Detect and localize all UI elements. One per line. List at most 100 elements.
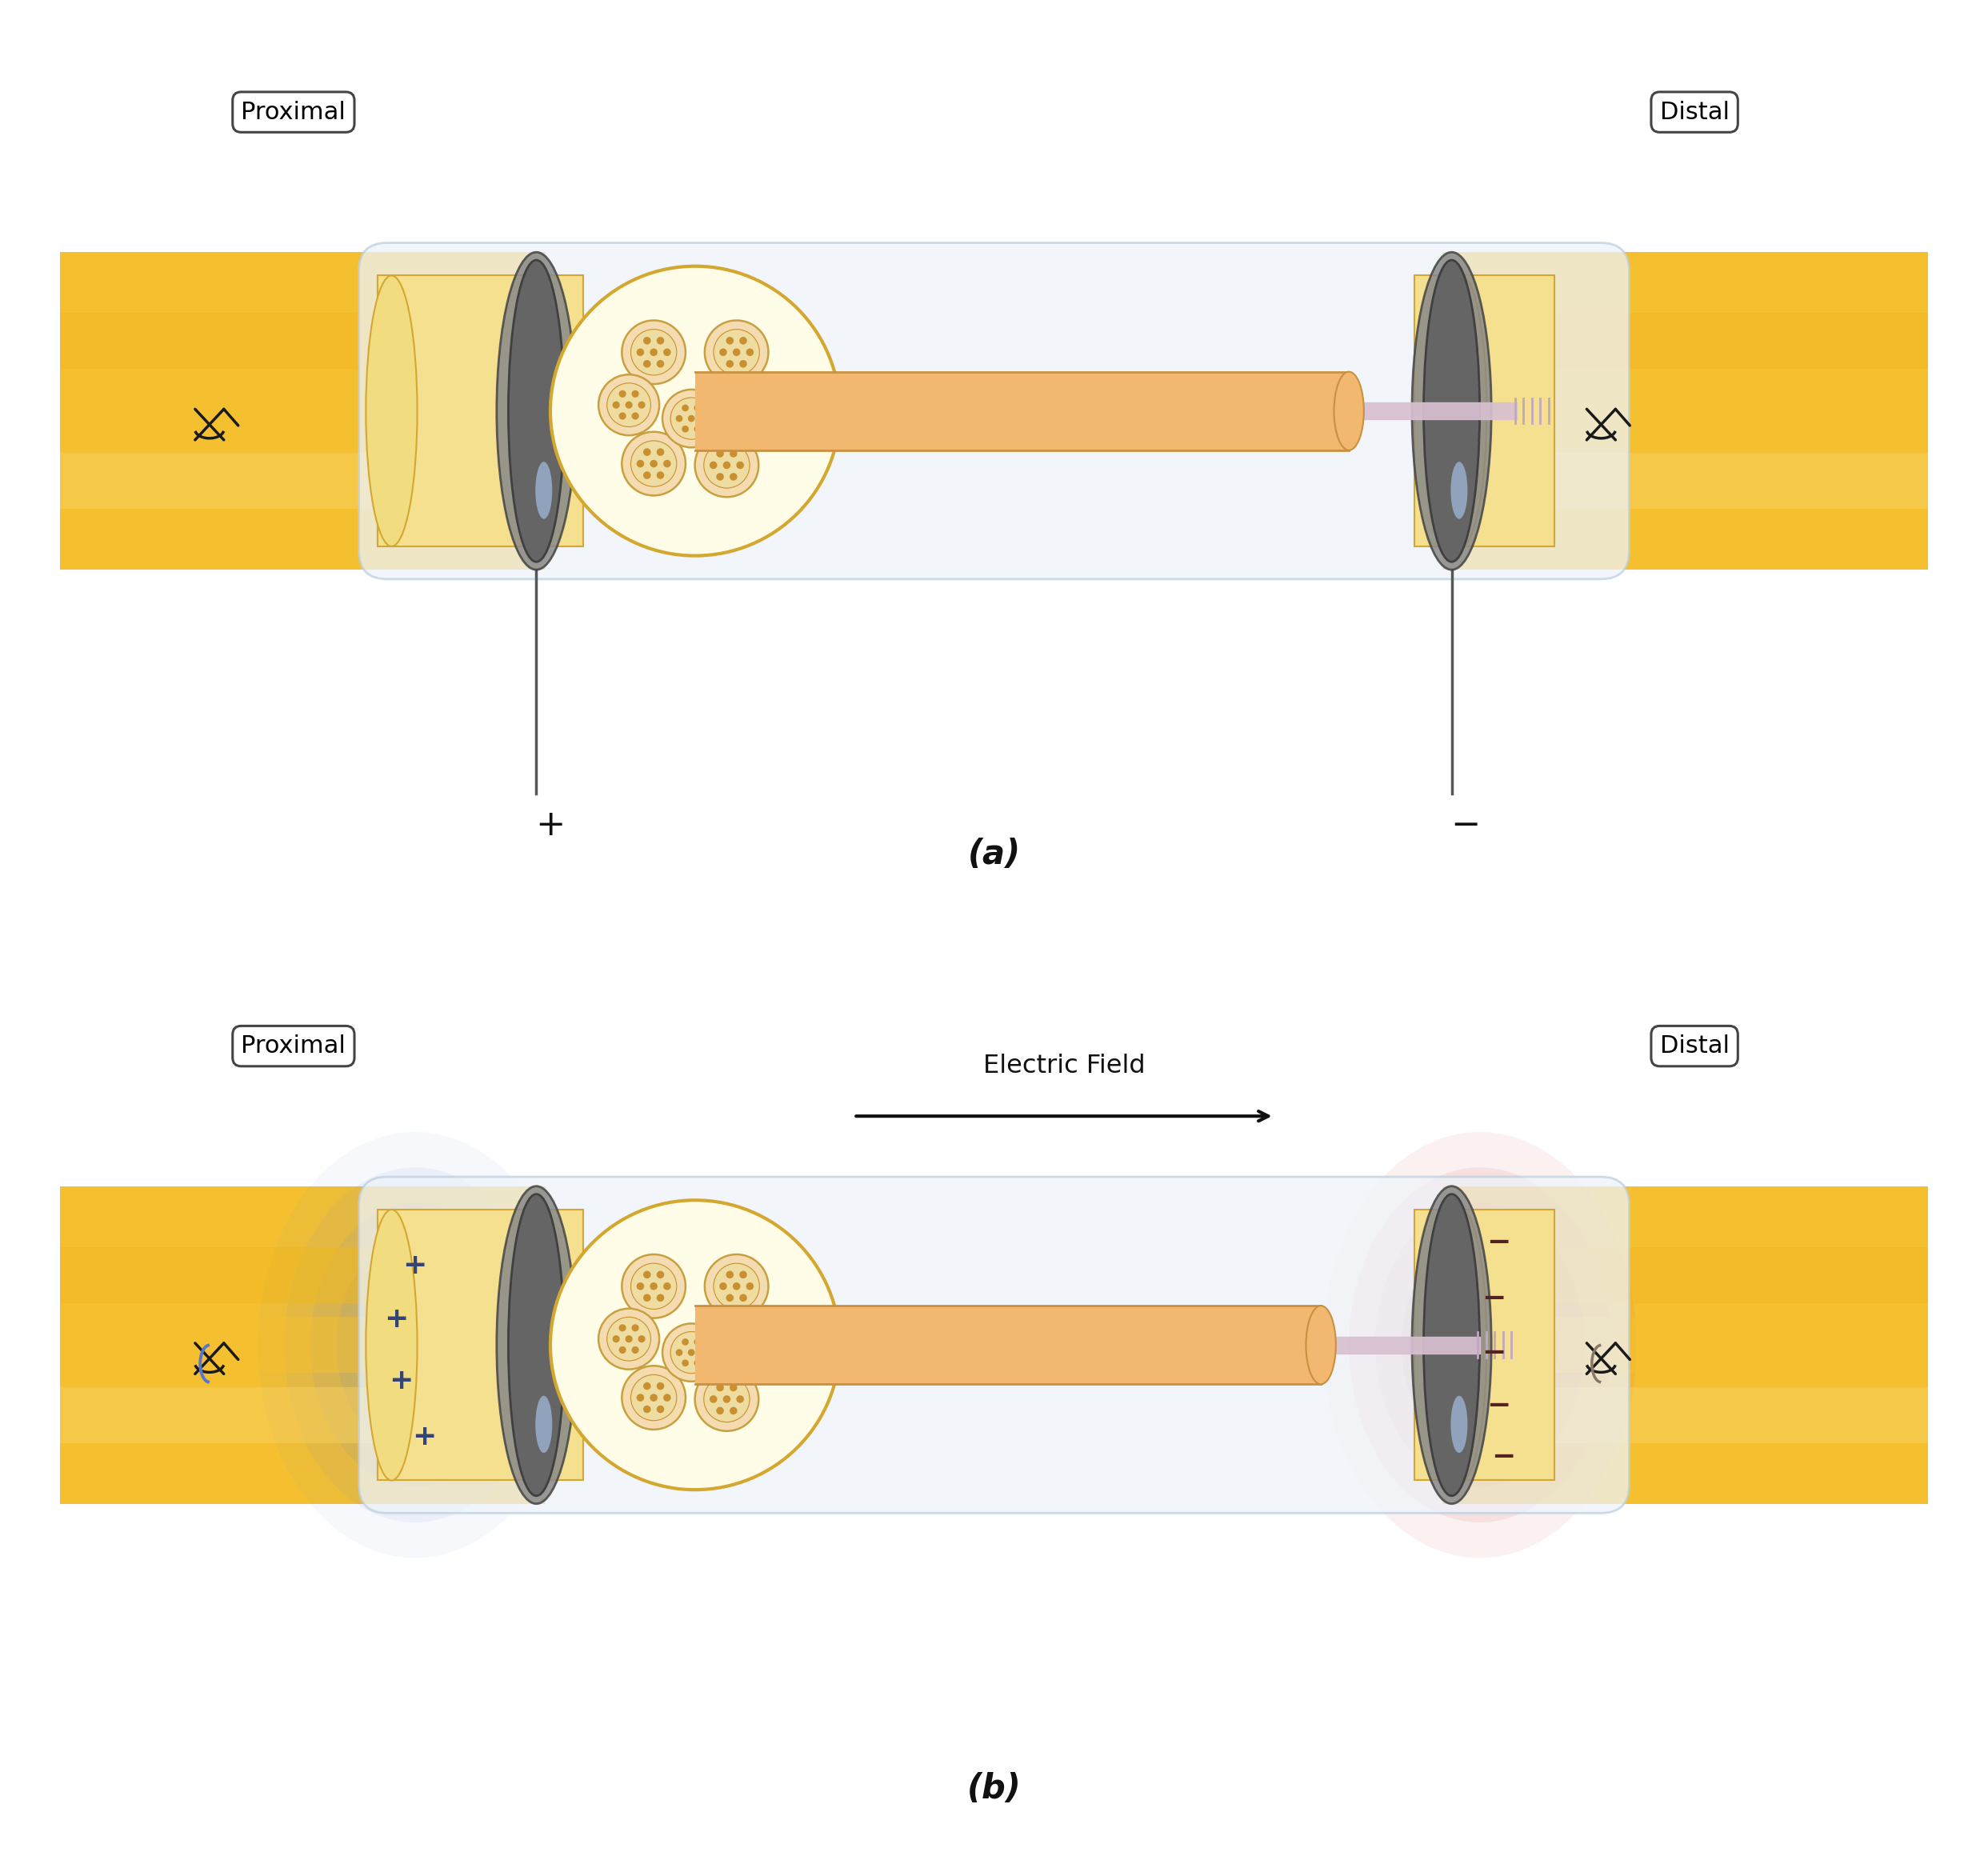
- Circle shape: [716, 473, 724, 480]
- Bar: [378, 276, 582, 547]
- Ellipse shape: [509, 1194, 565, 1496]
- Circle shape: [622, 321, 686, 385]
- Circle shape: [656, 471, 664, 478]
- Circle shape: [656, 1405, 664, 1412]
- Text: +: +: [535, 807, 565, 842]
- Circle shape: [656, 336, 664, 344]
- Circle shape: [749, 402, 757, 409]
- Circle shape: [644, 1295, 650, 1302]
- Bar: [1443, 1386, 1928, 1442]
- Circle shape: [662, 1324, 720, 1382]
- Ellipse shape: [336, 1238, 493, 1451]
- Circle shape: [622, 1255, 686, 1319]
- Text: −: −: [1481, 1285, 1505, 1311]
- Circle shape: [726, 336, 734, 344]
- Circle shape: [632, 1324, 638, 1332]
- Circle shape: [730, 1407, 738, 1414]
- Ellipse shape: [1402, 1238, 1559, 1451]
- Text: Electric Field: Electric Field: [982, 1054, 1145, 1080]
- Circle shape: [740, 1270, 747, 1278]
- Bar: [1443, 1317, 1928, 1373]
- Circle shape: [644, 1382, 650, 1390]
- Circle shape: [664, 460, 670, 467]
- Text: +: +: [384, 1306, 408, 1332]
- Ellipse shape: [1451, 461, 1467, 519]
- Bar: [60, 1186, 545, 1504]
- Circle shape: [763, 1336, 769, 1343]
- Circle shape: [618, 1324, 626, 1332]
- Ellipse shape: [390, 1309, 441, 1380]
- Circle shape: [734, 385, 775, 426]
- Ellipse shape: [1423, 1194, 1479, 1496]
- Bar: [1443, 454, 1928, 508]
- Circle shape: [720, 349, 728, 357]
- Circle shape: [630, 1263, 676, 1309]
- Ellipse shape: [258, 1132, 573, 1558]
- Circle shape: [638, 402, 646, 409]
- Circle shape: [612, 402, 620, 409]
- Text: Proximal: Proximal: [241, 1035, 346, 1057]
- Circle shape: [650, 460, 658, 467]
- Circle shape: [746, 349, 753, 357]
- Circle shape: [694, 426, 702, 433]
- Circle shape: [757, 413, 763, 418]
- Circle shape: [704, 321, 769, 385]
- Text: −: −: [1487, 1229, 1511, 1255]
- Circle shape: [670, 1332, 712, 1373]
- Circle shape: [682, 1360, 688, 1367]
- Bar: [60, 454, 545, 508]
- Circle shape: [650, 1394, 658, 1401]
- Bar: [60, 1317, 545, 1373]
- Circle shape: [618, 390, 626, 398]
- Circle shape: [630, 441, 676, 486]
- Text: +: +: [390, 1367, 414, 1394]
- Circle shape: [624, 402, 632, 409]
- Circle shape: [644, 1405, 650, 1412]
- Circle shape: [744, 413, 751, 418]
- Text: Distal: Distal: [1660, 1035, 1730, 1057]
- Bar: [1443, 383, 1928, 439]
- Circle shape: [763, 402, 769, 409]
- Circle shape: [644, 361, 650, 368]
- Ellipse shape: [535, 1395, 553, 1453]
- Ellipse shape: [1306, 1306, 1336, 1384]
- Circle shape: [744, 1324, 751, 1332]
- Ellipse shape: [1350, 1168, 1610, 1522]
- Circle shape: [598, 375, 660, 435]
- Ellipse shape: [366, 276, 417, 545]
- Circle shape: [740, 1295, 747, 1302]
- Circle shape: [700, 415, 708, 422]
- Bar: [60, 252, 545, 570]
- Ellipse shape: [509, 260, 565, 562]
- Circle shape: [551, 1201, 839, 1491]
- Ellipse shape: [284, 1168, 545, 1522]
- Ellipse shape: [1411, 1186, 1491, 1504]
- Ellipse shape: [1451, 1395, 1467, 1453]
- Text: −: −: [1491, 1444, 1515, 1470]
- Ellipse shape: [1411, 252, 1491, 570]
- Text: (a): (a): [968, 839, 1020, 870]
- Circle shape: [636, 1394, 644, 1401]
- Circle shape: [757, 1347, 763, 1352]
- Bar: [696, 372, 1350, 450]
- Circle shape: [726, 1309, 783, 1367]
- Circle shape: [696, 433, 759, 497]
- Circle shape: [656, 1270, 664, 1278]
- Bar: [1443, 252, 1928, 570]
- Circle shape: [632, 390, 638, 398]
- Circle shape: [682, 1339, 688, 1345]
- Circle shape: [606, 1317, 650, 1360]
- Circle shape: [662, 390, 720, 448]
- Circle shape: [757, 1324, 763, 1332]
- Circle shape: [670, 398, 712, 439]
- Text: −: −: [1487, 1392, 1511, 1420]
- Text: Distal: Distal: [1660, 101, 1730, 123]
- Ellipse shape: [1427, 1274, 1533, 1416]
- Bar: [378, 1210, 582, 1479]
- Circle shape: [716, 1384, 724, 1392]
- Circle shape: [700, 1349, 708, 1356]
- Text: +: +: [404, 1252, 427, 1280]
- Circle shape: [740, 336, 747, 344]
- Circle shape: [682, 405, 688, 411]
- Circle shape: [624, 1336, 632, 1343]
